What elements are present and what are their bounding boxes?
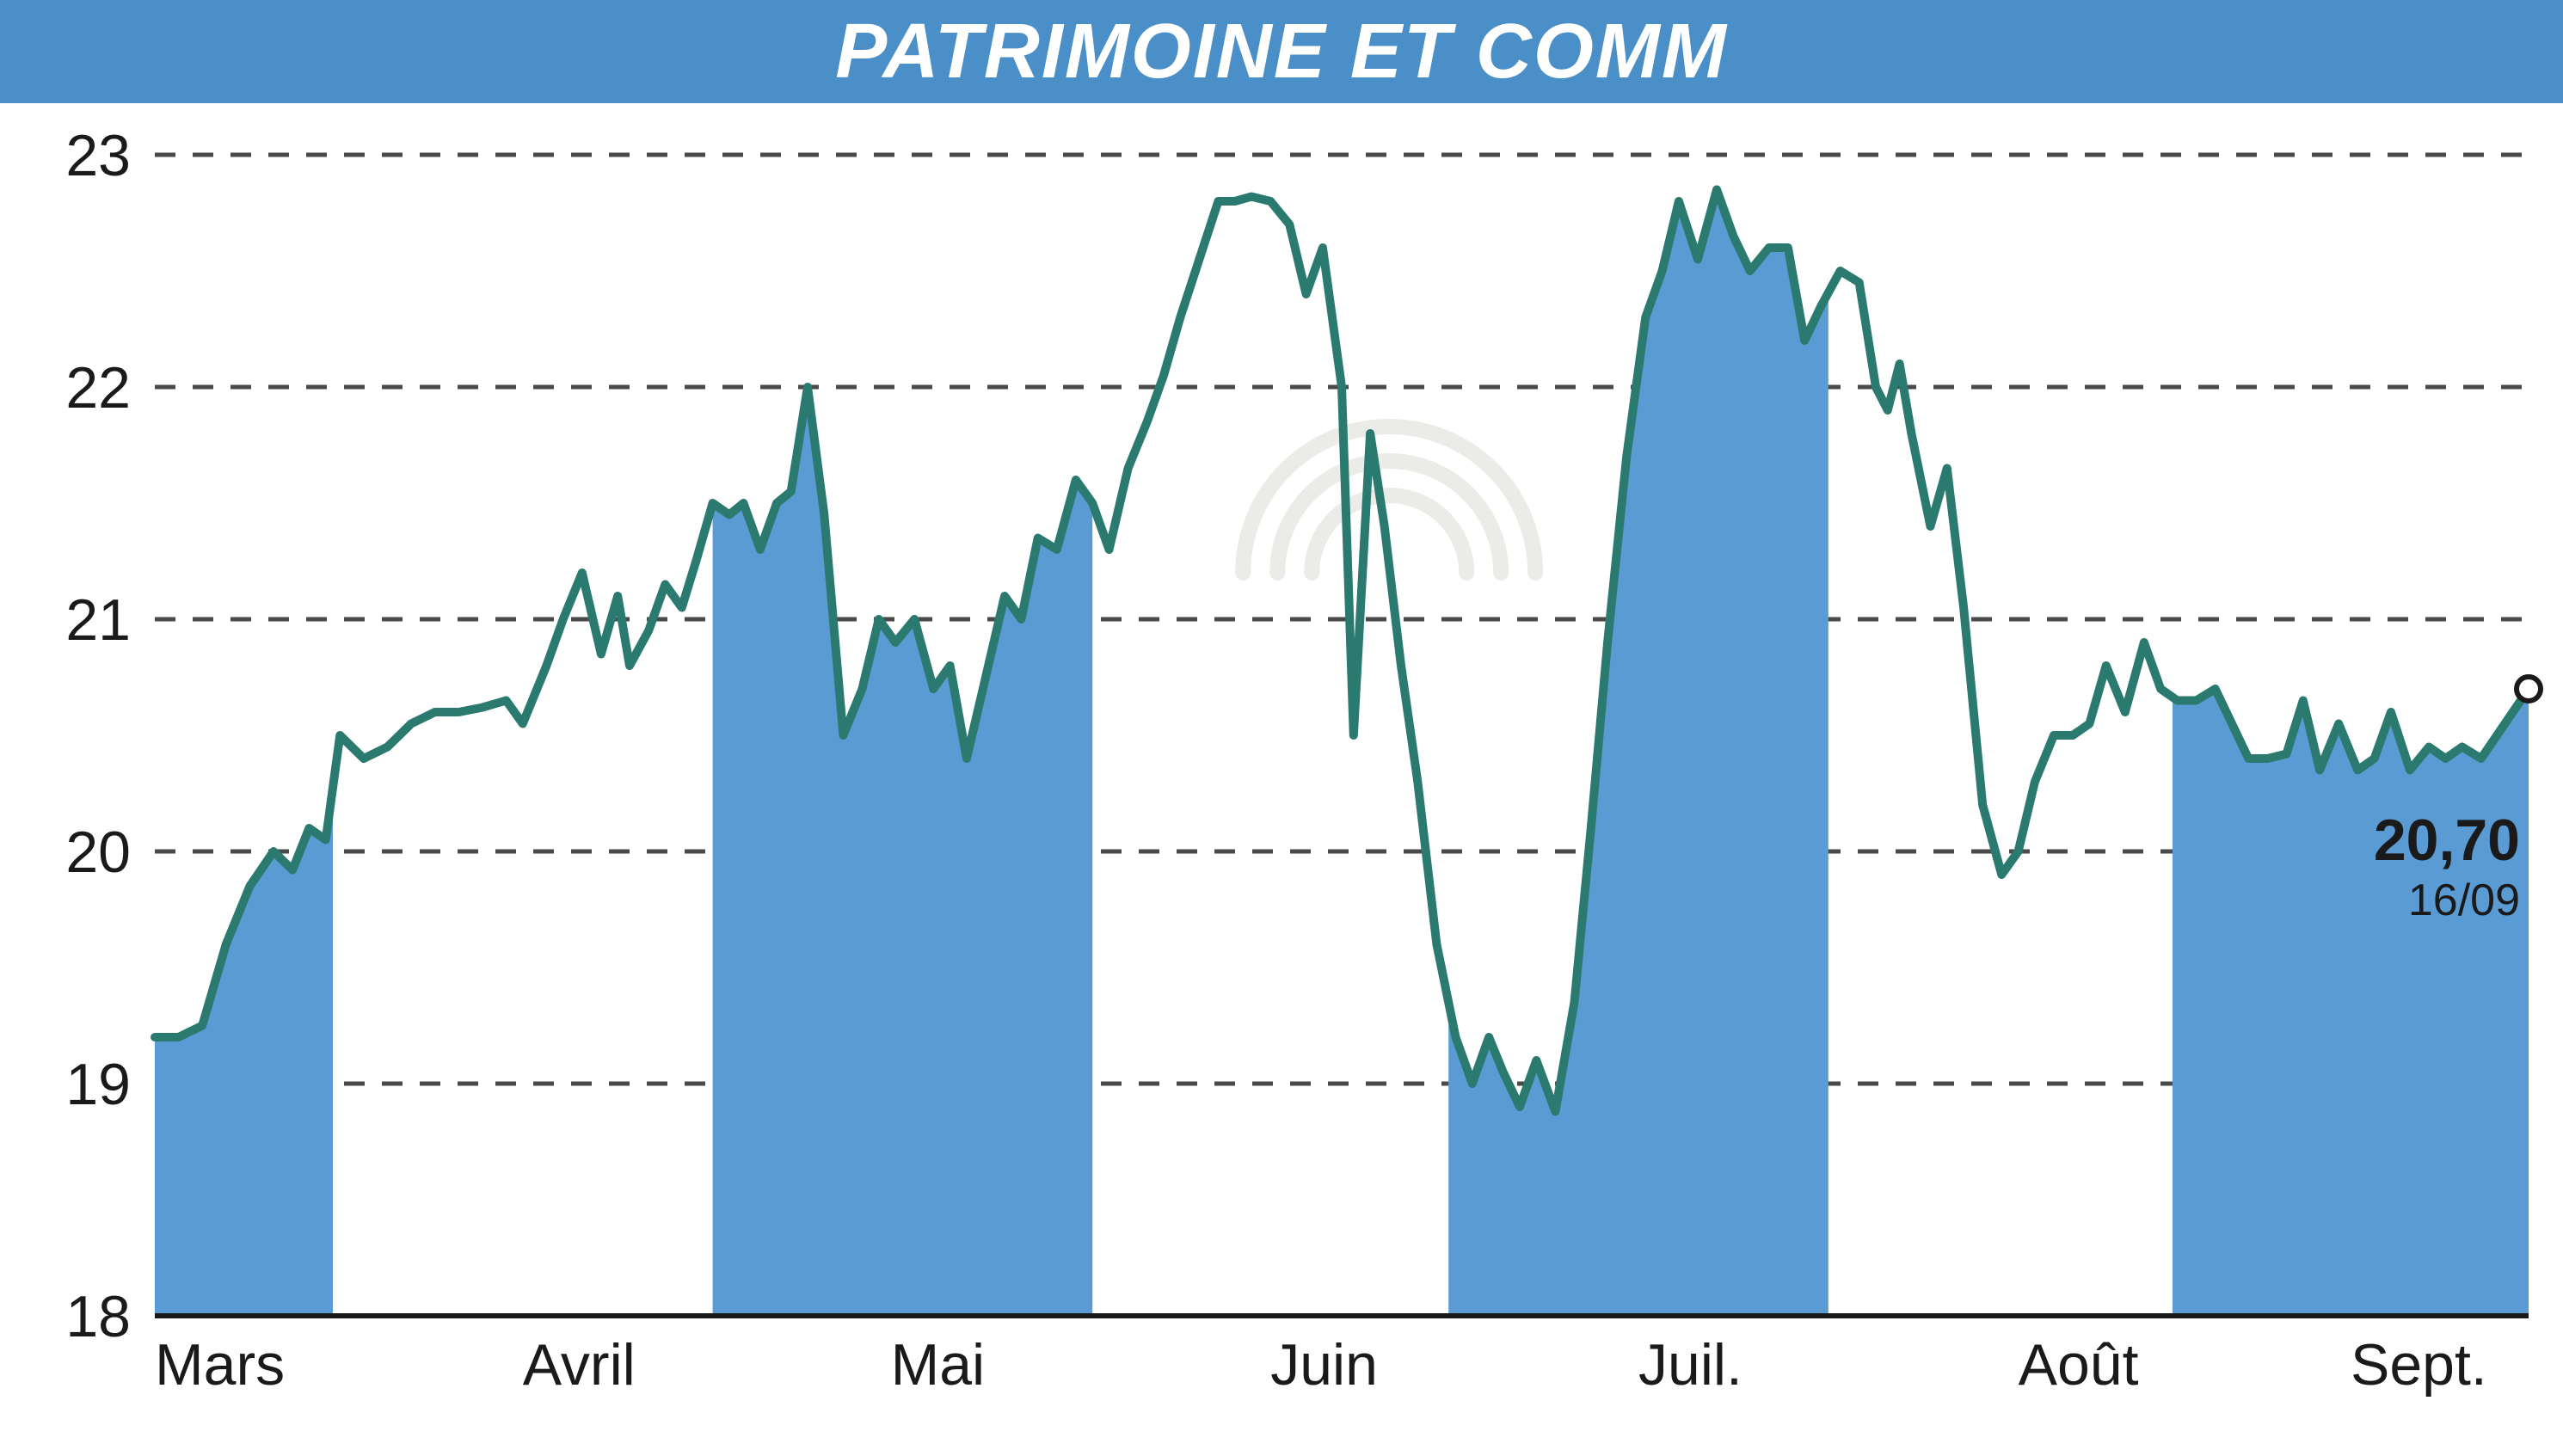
stock-chart: 18 19 20 21 22 23 Mars Avril Mai Juin Juil. Août Sep… (0, 103, 2563, 1456)
x-tick-label: Juin (1270, 1332, 1378, 1398)
end-marker (2517, 677, 2541, 701)
chart-title: PATRIMOINE ET COMM (0, 0, 2563, 103)
x-tick-label: Mai (891, 1332, 986, 1398)
y-tick-label: 22 (65, 355, 131, 421)
end-date-label: 16/09 (2408, 875, 2520, 925)
y-tick-label: 20 (65, 820, 131, 885)
x-tick-label: Sept. (2351, 1332, 2487, 1398)
x-tick-label: Juil. (1638, 1332, 1742, 1398)
end-value-label: 20,70 (2374, 808, 2520, 873)
y-tick-label: 23 (65, 123, 131, 188)
x-tick-label: Mars (155, 1332, 285, 1398)
x-tick-label: Avril (523, 1332, 636, 1398)
chart-container: PATRIMOINE ET COMM 18 19 20 21 22 23 Mars Avril… (0, 0, 2563, 1456)
y-tick-label: 21 (65, 587, 131, 653)
x-tick-label: Août (2019, 1332, 2139, 1398)
y-tick-label: 19 (65, 1052, 131, 1117)
y-tick-label: 18 (65, 1284, 131, 1349)
